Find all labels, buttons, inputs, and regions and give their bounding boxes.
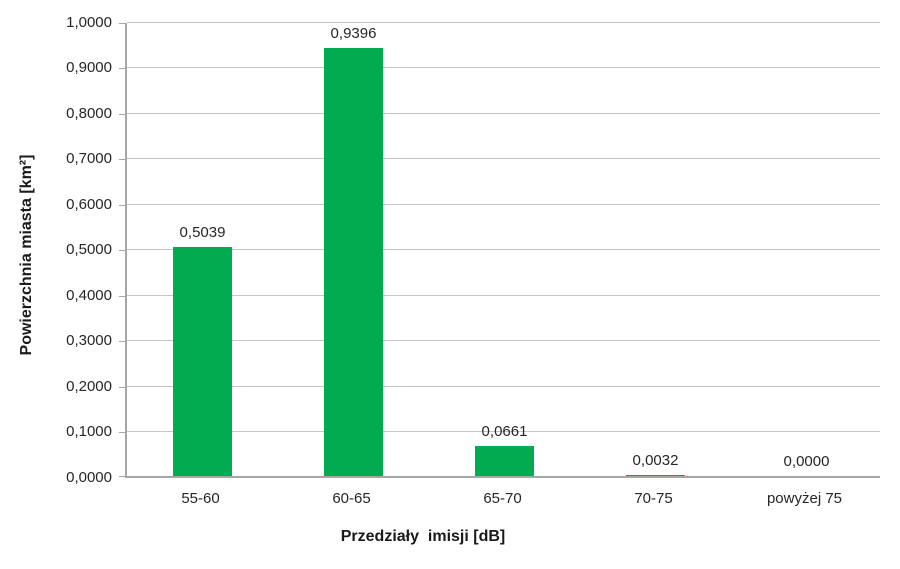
y-tick-label: 0,5000 xyxy=(66,241,112,258)
y-axis-tick-mark xyxy=(119,68,127,69)
gridline xyxy=(127,158,880,159)
y-axis-tick-mark xyxy=(119,341,127,342)
bar-value-label: 0,0000 xyxy=(783,453,830,470)
bar-value-label: 0,0661 xyxy=(481,423,528,440)
y-tick-label: 0,2000 xyxy=(66,378,112,395)
y-tick-label: 0,1000 xyxy=(66,423,112,440)
category-label: 65-70 xyxy=(483,490,522,507)
y-axis-tick-mark xyxy=(119,432,127,433)
gridline xyxy=(127,22,880,23)
bar-55-60 xyxy=(173,247,232,476)
bar-value-label: 0,9396 xyxy=(330,25,377,42)
gridline xyxy=(127,295,880,296)
category-label: 70-75 xyxy=(634,490,673,507)
y-tick-label: 0,9000 xyxy=(66,59,112,76)
bar-65-70 xyxy=(475,446,534,476)
category-label: powyżej 75 xyxy=(766,490,843,507)
y-axis-tick-mark xyxy=(119,387,127,388)
bar-70-75 xyxy=(626,475,685,476)
gridline xyxy=(127,67,880,68)
plot-area: 0,5039 0,9396 0,0661 0,0032 0,0000 xyxy=(119,22,880,478)
gridline xyxy=(127,386,880,387)
y-axis-tick-mark xyxy=(119,296,127,297)
y-axis-tick-mark xyxy=(119,205,127,206)
bar-60-65 xyxy=(324,48,383,476)
y-tick-label: 0,4000 xyxy=(66,287,112,304)
bar-value-label: 0,0032 xyxy=(632,452,679,469)
bar-value-label: 0,5039 xyxy=(179,224,226,241)
x-axis-title: Przedziały imisji [dB] xyxy=(340,528,506,545)
y-tick-label: 0,3000 xyxy=(66,332,112,349)
category-label: 55-60 xyxy=(181,490,220,507)
y-axis-tick-mark xyxy=(119,476,127,477)
gridline xyxy=(127,340,880,341)
y-tick-label: 0,6000 xyxy=(66,196,112,213)
y-tick-label: 1,0000 xyxy=(66,14,112,31)
y-axis-tick-mark xyxy=(119,159,127,160)
gridline xyxy=(127,249,880,250)
gridline xyxy=(127,113,880,114)
y-axis-tick-mark xyxy=(119,114,127,115)
y-axis-tick-mark xyxy=(119,250,127,251)
y-tick-label: 0,7000 xyxy=(66,150,112,167)
gridline xyxy=(127,204,880,205)
y-axis-tick-mark xyxy=(119,23,127,24)
gridline xyxy=(127,431,880,432)
category-label: 60-65 xyxy=(332,490,371,507)
y-tick-label: 0,8000 xyxy=(66,105,112,122)
y-tick-label: 0,0000 xyxy=(66,469,112,486)
